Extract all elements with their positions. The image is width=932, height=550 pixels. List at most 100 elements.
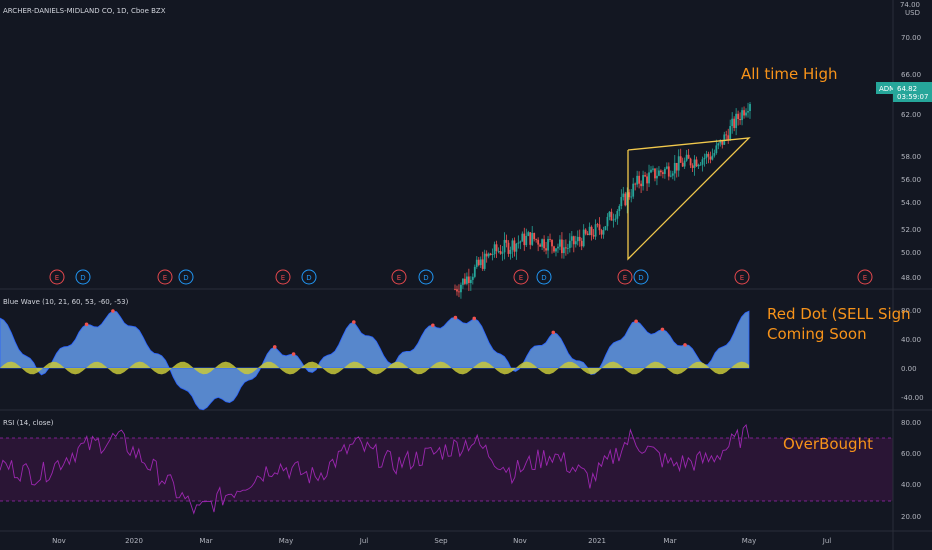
sell-dot	[291, 352, 296, 356]
candle	[523, 227, 526, 251]
earnings-marker-e[interactable]: E	[157, 269, 173, 285]
earnings-markers[interactable]: E D E D E D E D E D E D E E	[49, 269, 873, 285]
candle	[529, 232, 532, 250]
earnings-marker-e[interactable]: E	[734, 269, 750, 285]
price-tick: 70.00	[901, 34, 921, 42]
annotation-all-time-high[interactable]: All time High	[741, 65, 838, 83]
currency-label[interactable]: USD	[905, 9, 920, 17]
marker-letter: E	[863, 274, 867, 282]
blue-wave-title[interactable]: Blue Wave (10, 21, 60, 53, -60, -53)	[3, 298, 129, 306]
candle	[541, 238, 544, 251]
candle	[665, 162, 668, 170]
candle	[679, 148, 682, 163]
marker-letter: E	[519, 274, 523, 282]
earnings-marker-e[interactable]: E	[49, 269, 65, 285]
candle	[729, 119, 732, 142]
earnings-marker-e[interactable]: E	[857, 269, 873, 285]
candle	[525, 228, 528, 247]
sell-dot	[472, 316, 477, 321]
blue-wave-series	[0, 309, 750, 411]
candle	[531, 226, 534, 247]
candle	[456, 285, 458, 296]
sell-dot	[551, 330, 556, 335]
candle	[711, 148, 714, 161]
candle	[594, 219, 597, 240]
marker-letter: D	[306, 274, 311, 282]
dividend-marker-d[interactable]: D	[301, 269, 317, 285]
candle	[463, 273, 466, 286]
candle	[745, 108, 747, 118]
price-tick: 52.00	[901, 226, 921, 234]
earnings-marker-e[interactable]: E	[617, 269, 633, 285]
wave-tick: 40.00	[901, 336, 921, 344]
sell-dot	[272, 345, 277, 349]
marker-letter: D	[80, 274, 85, 282]
candle	[517, 235, 520, 249]
price-axis[interactable]: 70.00 66.00 62.00 58.00 56.00 54.00 52.0…	[901, 34, 921, 282]
candle	[537, 237, 540, 252]
time-axis[interactable]: Nov 2020 Mar May Jul Sep Nov 2021 Mar Ma…	[52, 537, 831, 545]
candle	[545, 242, 547, 255]
candle	[598, 217, 601, 235]
ascending-triangle-drawing[interactable]	[627, 137, 751, 261]
dividend-marker-d[interactable]: D	[178, 269, 194, 285]
earnings-marker-e[interactable]: E	[275, 269, 291, 285]
rsi-axis[interactable]: 80.00 60.00 40.00 20.00	[901, 419, 921, 521]
candle	[644, 171, 646, 178]
candle	[624, 191, 627, 207]
sell-dot	[453, 315, 458, 320]
dividend-marker-d[interactable]: D	[536, 269, 552, 285]
time-tick: Jul	[359, 537, 369, 545]
price-tick: 54.00	[901, 199, 921, 207]
candle	[543, 235, 545, 252]
candle	[693, 155, 696, 176]
rsi-title[interactable]: RSI (14, close)	[3, 419, 54, 427]
sell-dot	[111, 309, 115, 313]
countdown: 03:59:07	[897, 93, 928, 101]
candle	[491, 248, 494, 261]
candle	[703, 153, 706, 167]
candle	[606, 213, 609, 231]
candle	[687, 148, 690, 159]
candle	[628, 189, 631, 200]
price-tick: 66.00	[901, 71, 921, 79]
annotation-overbought[interactable]: OverBought	[783, 435, 873, 453]
candle	[495, 240, 498, 259]
candle	[691, 163, 694, 173]
candle	[602, 226, 605, 239]
wave-axis[interactable]: 80.00 40.00 0.00 -40.00	[901, 307, 924, 402]
candle	[725, 130, 728, 140]
axis-top-value: 74.00	[900, 1, 920, 9]
candle	[721, 139, 724, 149]
candle	[632, 177, 635, 199]
candle	[485, 250, 488, 263]
annotation-red-dot-line1[interactable]: Red Dot (SELL Sign	[767, 305, 911, 323]
candle	[501, 245, 504, 261]
price-tick: 56.00	[901, 176, 921, 184]
candle	[535, 238, 538, 243]
candle	[681, 157, 684, 168]
candle	[604, 225, 607, 231]
earnings-marker-e[interactable]: E	[513, 269, 529, 285]
marker-letter: D	[183, 274, 188, 282]
candle	[669, 170, 672, 178]
candle	[596, 222, 599, 228]
candle	[570, 231, 573, 248]
last-price-label[interactable]: ADM 64.82 03:59:07	[876, 82, 932, 102]
candle	[656, 167, 658, 186]
dividend-marker-d[interactable]: D	[418, 269, 434, 285]
dividend-marker-d[interactable]: D	[75, 269, 91, 285]
candle	[648, 164, 650, 188]
candle	[749, 102, 751, 119]
dividend-marker-d[interactable]: D	[633, 269, 649, 285]
candle	[618, 204, 621, 217]
marker-letter: E	[281, 274, 285, 282]
annotation-red-dot-line2[interactable]: Coming Soon	[767, 325, 867, 343]
candle	[547, 236, 549, 259]
candle	[699, 162, 702, 166]
candle	[663, 167, 666, 179]
candle	[638, 171, 641, 189]
symbol-title[interactable]: ARCHER-DANIELS-MIDLAND CO, 1D, Cboe BZX	[3, 7, 166, 15]
earnings-marker-e[interactable]: E	[391, 269, 407, 285]
candle	[582, 224, 585, 248]
